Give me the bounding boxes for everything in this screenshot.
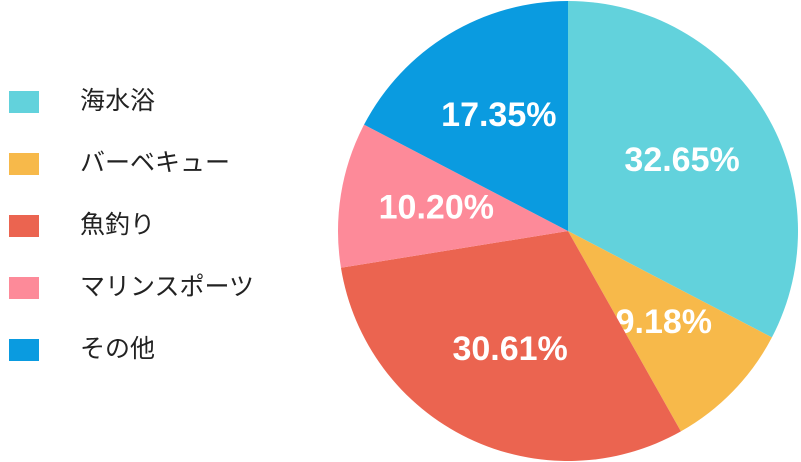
data-label: 9.18% (616, 303, 712, 341)
data-label: 17.35% (441, 96, 556, 134)
pie-slice (568, 231, 772, 432)
data-label: 32.65% (624, 141, 739, 179)
legend-label: その他 (80, 334, 155, 363)
pie-slice (364, 1, 568, 231)
legend-swatch (9, 153, 39, 175)
pie-slice (340, 231, 681, 461)
legend-label: マリンスポーツ (80, 272, 254, 301)
data-label: 30.61% (452, 330, 567, 368)
legend-label: 海水浴 (80, 86, 155, 115)
pie-slice (338, 124, 568, 268)
legend-swatch (9, 339, 39, 361)
legend-label: バーベキュー (80, 148, 230, 177)
legend-swatch (9, 91, 39, 113)
data-label: 10.20% (379, 189, 494, 227)
pie-slice (568, 1, 798, 338)
legend-swatch (9, 277, 39, 299)
legend-swatch (9, 215, 39, 237)
legend-label: 魚釣り (80, 210, 155, 239)
